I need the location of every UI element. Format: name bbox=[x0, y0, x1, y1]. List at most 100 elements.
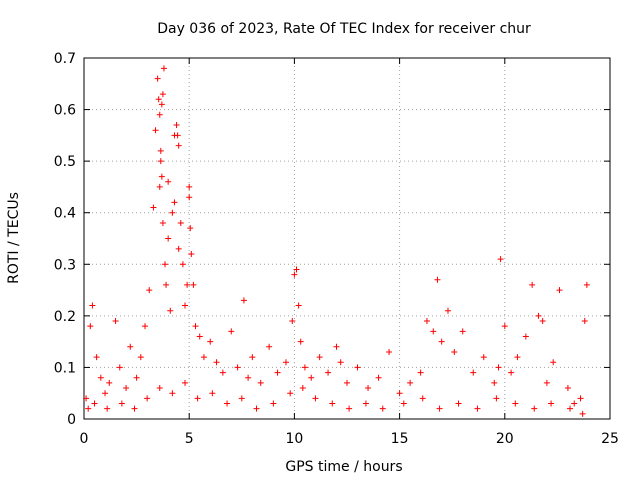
data-point bbox=[438, 338, 445, 345]
data-point bbox=[97, 374, 104, 381]
data-point bbox=[567, 405, 574, 412]
y-axis-title: ROTI / TECUs bbox=[6, 192, 22, 284]
data-point bbox=[181, 379, 188, 386]
data-point bbox=[187, 225, 194, 232]
data-point bbox=[87, 323, 94, 330]
data-point bbox=[112, 318, 119, 325]
y-tick-label: 0 bbox=[67, 412, 76, 428]
y-tick-label: 0.3 bbox=[54, 257, 76, 273]
data-point bbox=[174, 132, 181, 139]
data-point bbox=[155, 96, 162, 103]
data-point bbox=[325, 369, 332, 376]
data-point bbox=[295, 302, 302, 309]
data-point bbox=[133, 374, 140, 381]
data-point bbox=[188, 250, 195, 257]
data-point bbox=[316, 354, 323, 361]
plot-frame bbox=[83, 57, 611, 420]
data-point bbox=[83, 395, 90, 402]
data-point bbox=[158, 101, 165, 108]
data-point bbox=[253, 405, 260, 412]
data-point bbox=[162, 261, 169, 268]
data-point bbox=[165, 235, 172, 242]
data-point bbox=[362, 400, 369, 407]
x-tick-label: 20 bbox=[496, 431, 514, 447]
data-point bbox=[419, 395, 426, 402]
data-point bbox=[577, 395, 584, 402]
data-point bbox=[137, 354, 144, 361]
chart-title: Day 036 of 2023, Rate Of TEC Index for r… bbox=[157, 21, 531, 37]
data-point bbox=[224, 400, 231, 407]
data-point bbox=[213, 359, 220, 366]
data-point bbox=[179, 261, 186, 268]
data-point bbox=[451, 348, 458, 355]
data-point bbox=[535, 312, 542, 319]
data-point bbox=[156, 183, 163, 190]
data-point bbox=[531, 405, 538, 412]
data-point bbox=[455, 400, 462, 407]
y-tick-label: 0.1 bbox=[54, 360, 76, 376]
data-point bbox=[127, 343, 134, 350]
data-point bbox=[173, 122, 180, 129]
data-point bbox=[131, 405, 138, 412]
data-point bbox=[116, 364, 123, 371]
data-point bbox=[192, 323, 199, 330]
data-point bbox=[163, 281, 170, 288]
data-point bbox=[152, 127, 159, 134]
data-point bbox=[184, 281, 191, 288]
data-point bbox=[522, 333, 529, 340]
data-point bbox=[274, 369, 281, 376]
data-point bbox=[181, 302, 188, 309]
data-point bbox=[579, 410, 586, 417]
data-point bbox=[354, 364, 361, 371]
data-point bbox=[186, 183, 193, 190]
data-point bbox=[157, 158, 164, 165]
data-point bbox=[85, 405, 92, 412]
data-point bbox=[158, 173, 165, 180]
data-point bbox=[289, 318, 296, 325]
y-tick-label: 0.5 bbox=[54, 154, 76, 170]
data-point bbox=[154, 75, 161, 82]
data-point bbox=[167, 307, 174, 314]
data-point bbox=[234, 364, 241, 371]
data-point bbox=[150, 204, 157, 211]
data-point bbox=[491, 379, 498, 386]
data-point bbox=[175, 142, 182, 149]
data-point bbox=[417, 369, 424, 376]
data-point bbox=[495, 364, 502, 371]
data-point bbox=[165, 178, 172, 185]
data-point bbox=[159, 91, 166, 98]
data-point bbox=[329, 400, 336, 407]
data-point bbox=[581, 318, 588, 325]
data-point bbox=[159, 220, 166, 227]
data-point bbox=[219, 369, 226, 376]
data-point bbox=[539, 318, 546, 325]
data-point bbox=[396, 390, 403, 397]
data-point bbox=[194, 395, 201, 402]
data-point bbox=[245, 374, 252, 381]
data-point bbox=[337, 359, 344, 366]
data-point bbox=[291, 271, 298, 278]
data-point bbox=[266, 343, 273, 350]
data-point bbox=[423, 318, 430, 325]
grid bbox=[84, 58, 610, 419]
data-point bbox=[301, 364, 308, 371]
data-point bbox=[142, 323, 149, 330]
data-point bbox=[550, 359, 557, 366]
data-point bbox=[434, 276, 441, 283]
data-point bbox=[512, 400, 519, 407]
data-point bbox=[200, 354, 207, 361]
data-point bbox=[228, 328, 235, 335]
data-point bbox=[444, 307, 451, 314]
data-point bbox=[146, 287, 153, 294]
y-tick-label: 0.4 bbox=[54, 206, 76, 222]
data-point bbox=[270, 400, 277, 407]
data-point bbox=[333, 343, 340, 350]
data-point bbox=[157, 147, 164, 154]
data-point bbox=[209, 390, 216, 397]
data-point bbox=[375, 374, 382, 381]
data-point bbox=[249, 354, 256, 361]
y-tick-label: 0.7 bbox=[54, 51, 76, 67]
data-point bbox=[287, 390, 294, 397]
data-point bbox=[430, 328, 437, 335]
data-point bbox=[238, 395, 245, 402]
